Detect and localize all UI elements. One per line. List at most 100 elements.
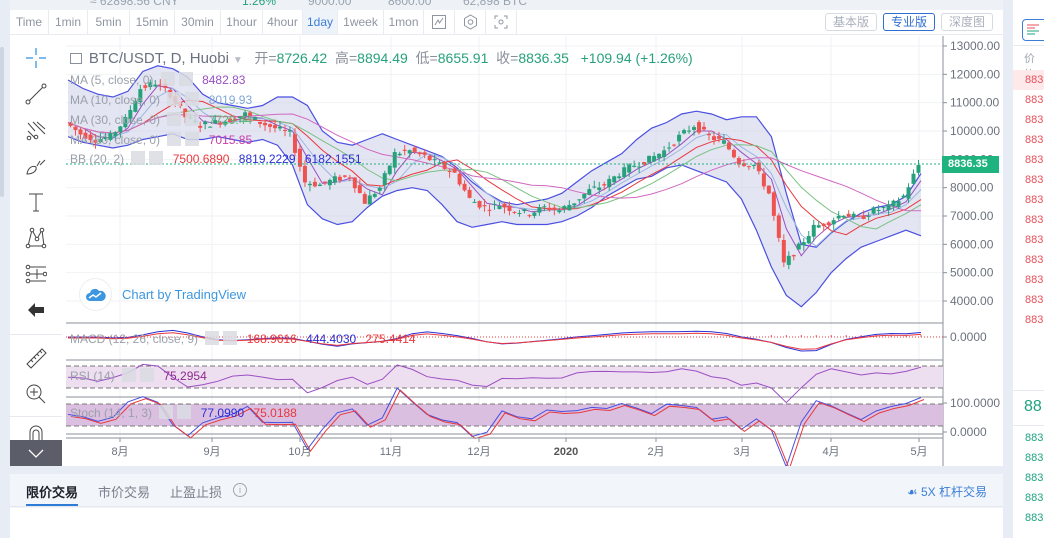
time-tick-label: 8月 xyxy=(111,446,128,458)
gear-icon[interactable] xyxy=(160,72,175,86)
text-tool[interactable] xyxy=(22,188,50,216)
candle-body xyxy=(811,224,816,237)
tab-limit-order[interactable]: 限价交易 xyxy=(26,482,79,506)
fullscreen-button[interactable] xyxy=(486,10,517,34)
collapse-icon[interactable] xyxy=(70,53,82,64)
tab-1min[interactable]: 1min xyxy=(49,10,88,34)
orderbook-ask-row[interactable]: 883 xyxy=(1025,174,1044,186)
close-icon[interactable] xyxy=(185,132,200,146)
tab-15min[interactable]: 15min xyxy=(130,10,175,34)
left-scroll-strip[interactable] xyxy=(0,0,10,538)
candle-body xyxy=(208,126,213,128)
price-tick-label: 12000.00 xyxy=(950,67,1000,81)
magnet-tool[interactable] xyxy=(22,420,50,448)
orderbook-ask-row[interactable]: 883 xyxy=(1025,294,1044,306)
orderbook-ask-row[interactable]: 883 xyxy=(1025,254,1044,266)
time-tick-label: 12月 xyxy=(467,446,490,458)
close-icon[interactable] xyxy=(149,151,164,165)
tab-5min[interactable]: 5min xyxy=(88,10,130,34)
orderbook-layout-button[interactable] xyxy=(1022,19,1044,41)
indicator-button[interactable] xyxy=(424,10,455,34)
leverage-link[interactable]: ☙ 5X 杠杆交易 xyxy=(907,483,987,500)
pitchfork-tool[interactable] xyxy=(22,116,50,144)
time-tick-label: 9月 xyxy=(203,446,220,458)
candle-body xyxy=(911,173,916,184)
scroll-thumb[interactable] xyxy=(0,47,4,197)
close-icon[interactable] xyxy=(177,405,192,419)
gear-icon[interactable] xyxy=(167,132,182,146)
candle-body xyxy=(542,206,547,208)
gear-icon[interactable] xyxy=(167,112,182,126)
tab-1hour[interactable]: 1hour xyxy=(221,10,263,34)
orderbook-bid-row[interactable]: 883 xyxy=(1025,452,1044,464)
legend-stoch: Stoch (14, 1, 3) 77.0990 75.0188 xyxy=(70,405,297,420)
tab-1week[interactable]: 1week xyxy=(338,10,384,34)
chart-canvas[interactable]: 4000.005000.006000.007000.008000.009000.… xyxy=(66,36,1003,471)
scroll-down-button[interactable] xyxy=(10,440,62,466)
symbol-label[interactable]: BTC/USDT, D, Huobi xyxy=(88,50,229,67)
gear-icon[interactable] xyxy=(205,331,220,345)
candle-body xyxy=(702,126,707,130)
tab-market-order[interactable]: 市价交易 xyxy=(98,485,151,500)
divider xyxy=(1013,390,1044,391)
settings-button[interactable] xyxy=(455,10,486,34)
symbol-dropdown-icon[interactable]: ▼ xyxy=(232,55,243,66)
back-tool[interactable] xyxy=(22,296,50,324)
zoom-in-tool[interactable] xyxy=(22,380,50,408)
ruler-tool[interactable] xyxy=(22,344,50,372)
gear-icon[interactable] xyxy=(167,92,182,106)
tab-time[interactable]: Time xyxy=(10,10,49,34)
orderbook-ask-row[interactable]: 883 xyxy=(1025,194,1044,206)
info-icon[interactable]: i xyxy=(233,483,247,497)
candle-body xyxy=(213,120,218,124)
gear-icon[interactable] xyxy=(131,151,146,165)
close-icon[interactable] xyxy=(178,72,193,86)
tab-stop-order[interactable]: 止盈止损 xyxy=(170,485,223,500)
candle-body xyxy=(602,184,607,186)
close-icon[interactable] xyxy=(185,92,200,106)
depth-chart-button[interactable]: 深度图 xyxy=(941,13,993,31)
leverage-label: 5X 杠杆交易 xyxy=(920,485,987,499)
text-icon xyxy=(29,193,43,212)
orderbook-bid-row[interactable]: 883 xyxy=(1025,432,1044,444)
measure-range-tool[interactable] xyxy=(22,260,50,288)
gear-icon[interactable] xyxy=(122,368,137,382)
tradingview-watermark[interactable]: Chart by TradingView xyxy=(79,278,246,311)
basic-version-button[interactable]: 基本版 xyxy=(825,13,877,31)
stoch-axis-bottom: 0.0000 xyxy=(950,425,987,439)
orderbook-ask-row[interactable]: 883 xyxy=(1025,274,1044,286)
orderbook-ask-row[interactable]: 883 xyxy=(1025,94,1044,106)
pro-version-button[interactable]: 专业版 xyxy=(883,13,935,31)
orderbook-ask-row[interactable]: 883 xyxy=(1025,154,1044,166)
orderbook-bid-row[interactable]: 883 xyxy=(1025,512,1044,524)
trend-line-tool[interactable] xyxy=(22,80,50,108)
candle-body xyxy=(78,129,83,135)
tab-30min[interactable]: 30min xyxy=(175,10,221,34)
brush-tool[interactable] xyxy=(22,152,50,180)
tab-1mon[interactable]: 1mon xyxy=(384,10,424,34)
orderbook-ask-row[interactable]: 883 xyxy=(1025,314,1044,326)
orderbook-ask-row[interactable]: 883 xyxy=(1025,214,1044,226)
pattern-tool[interactable] xyxy=(22,224,50,252)
orderbook-ask-row[interactable]: 883 xyxy=(1025,134,1044,146)
orderbook-ask-row[interactable]: 883 xyxy=(1025,234,1044,246)
close-icon[interactable] xyxy=(140,368,155,382)
orderbook-bid-row[interactable]: 883 xyxy=(1025,472,1044,484)
last-price-tag: 8836.35 xyxy=(942,156,999,173)
candle-body xyxy=(292,134,297,153)
legend-label: MA (5, close, 0) xyxy=(70,73,154,87)
rsi-band xyxy=(66,366,943,388)
price-tick-label: 5000.00 xyxy=(950,266,994,280)
gear-icon[interactable] xyxy=(159,405,174,419)
crosshair-tool[interactable] xyxy=(22,44,50,72)
candle-body xyxy=(731,149,736,158)
close-icon[interactable] xyxy=(223,331,238,345)
orderbook-bid-row[interactable]: 883 xyxy=(1025,492,1044,504)
orderbook-ask-row[interactable]: 883 xyxy=(1025,114,1044,126)
candle-body xyxy=(397,153,402,156)
price-chart[interactable]: 4000.005000.006000.007000.008000.009000.… xyxy=(66,36,1003,471)
orderbook-ask-row[interactable]: 883 xyxy=(1013,70,1044,90)
tab-1day[interactable]: 1day xyxy=(303,10,338,34)
tab-4hour[interactable]: 4hour xyxy=(263,10,303,34)
close-icon[interactable] xyxy=(185,112,200,126)
